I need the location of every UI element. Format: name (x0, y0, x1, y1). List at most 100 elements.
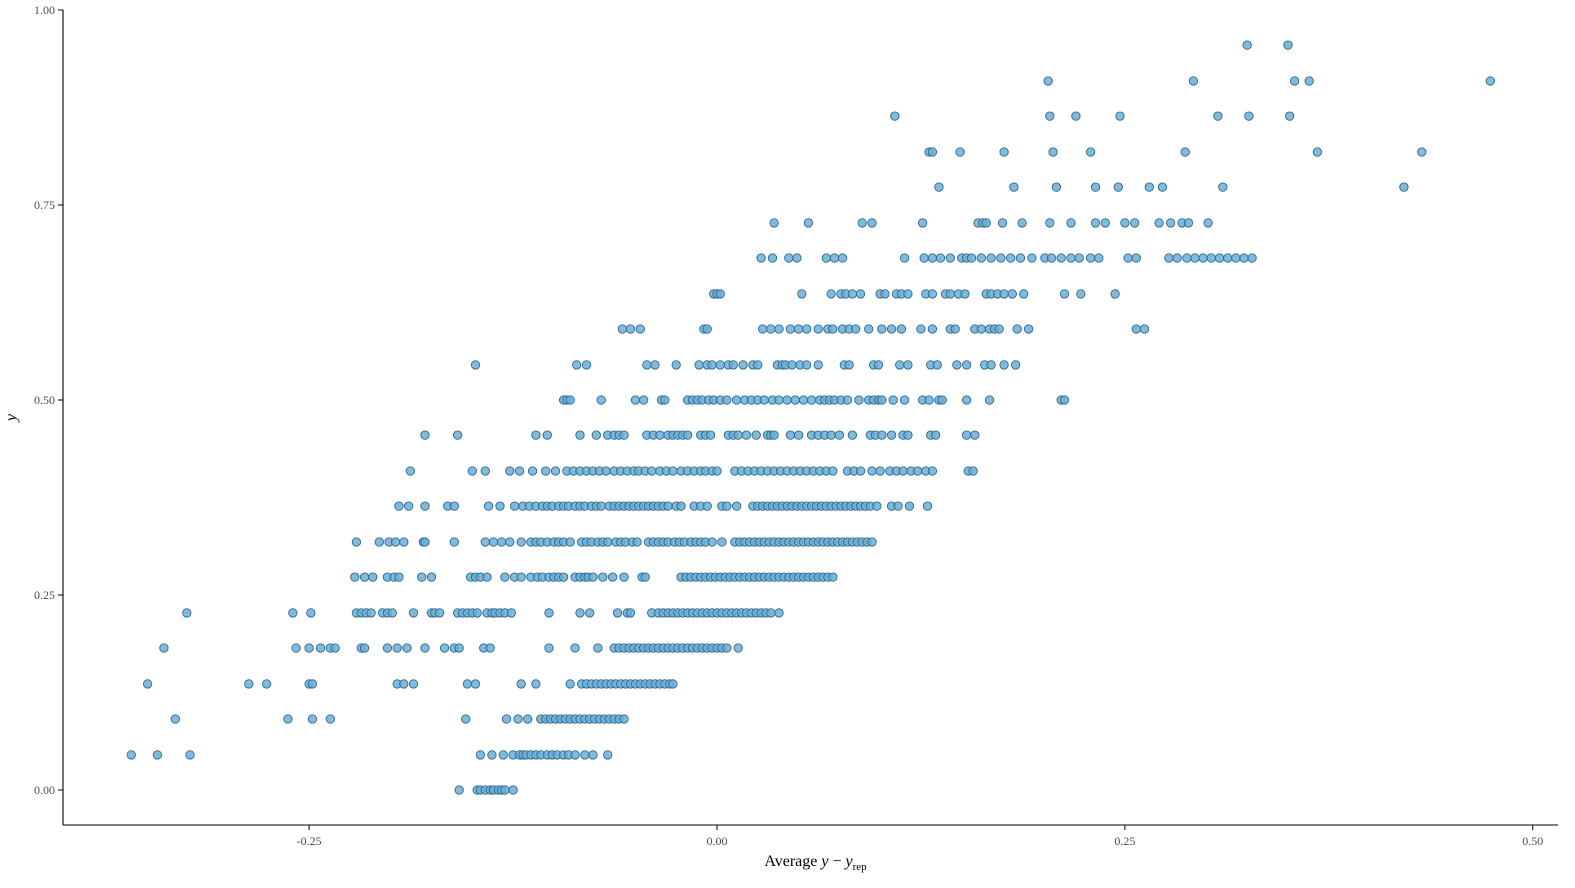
scatter-point (638, 395, 649, 405)
scatter-point (516, 572, 526, 582)
points-layer (126, 40, 1495, 795)
scatter-point (420, 643, 430, 653)
scatter-point (927, 324, 938, 334)
scatter-point (1046, 253, 1057, 263)
scatter-point (986, 360, 996, 370)
scatter-point (955, 147, 965, 157)
scatter-point (1164, 253, 1174, 263)
scatter-point (842, 395, 853, 405)
x-axis-title-var2: y (843, 853, 853, 870)
scatter-point (913, 466, 923, 476)
scatter-point (927, 289, 938, 299)
scatter-point (485, 643, 495, 653)
scatter-point (707, 537, 717, 547)
scatter-point (784, 253, 794, 263)
scatter-point (596, 501, 606, 511)
scatter-point (1110, 289, 1120, 299)
scatter-point (408, 679, 419, 689)
scatter-point (798, 395, 809, 405)
scatter-point (575, 430, 585, 440)
scatter-point (470, 679, 481, 689)
scatter-point (581, 360, 592, 370)
scatter-point (1048, 147, 1058, 157)
scatter-point (895, 360, 905, 370)
scatter-point (1027, 253, 1037, 263)
scatter-point (1190, 253, 1200, 263)
scatter-point (984, 395, 995, 405)
x-axis-title: Average y − yrep (764, 853, 867, 873)
scatter-point (877, 430, 887, 440)
scatter-point (325, 714, 335, 724)
scatter-point (575, 608, 585, 618)
scatter-point (793, 430, 804, 440)
scatter-point (510, 501, 520, 511)
scatter-point (976, 253, 986, 263)
scatter-point (945, 253, 955, 263)
scatter-point (899, 253, 910, 263)
scatter-point (751, 430, 761, 440)
scatter-point (1417, 147, 1427, 157)
scatter-point (797, 289, 807, 299)
scatter-point (449, 537, 459, 547)
scatter-point (1019, 289, 1029, 299)
scatter-point (1045, 111, 1055, 121)
scatter-point (702, 501, 712, 511)
scatter-point (952, 360, 962, 370)
scatter-point (787, 360, 797, 370)
scatter-point (585, 608, 595, 618)
scatter-point (1090, 218, 1101, 228)
scatter-point (1188, 76, 1199, 86)
scatter-point (619, 430, 629, 440)
scatter-point (603, 537, 613, 547)
scatter-point (482, 572, 492, 582)
scatter-point (630, 395, 641, 405)
scatter-point (426, 572, 437, 582)
scatter-point (508, 785, 518, 795)
scatter-point (1066, 218, 1076, 228)
scatter-point (541, 466, 551, 476)
scatter-point (826, 289, 836, 299)
scatter-point (837, 253, 848, 263)
scatter-point (855, 289, 866, 299)
scatter-point (903, 360, 913, 370)
scatter-point (570, 643, 580, 653)
scatter-point (934, 182, 944, 192)
scatter-point (472, 608, 482, 618)
scatter-point (854, 395, 864, 405)
scatter-point (544, 608, 554, 618)
scatter-point (733, 643, 743, 653)
scatter-point (1012, 324, 1022, 334)
scatter-point (399, 679, 409, 689)
scatter-point (1115, 111, 1125, 121)
scatter-point (408, 608, 419, 618)
scatter-point (945, 289, 955, 299)
scatter-point (960, 289, 970, 299)
scatter-point (803, 218, 814, 228)
scatter-point (1139, 324, 1150, 334)
scatter-point (722, 395, 732, 405)
scatter-point (922, 501, 933, 511)
scatter-point (1182, 253, 1192, 263)
scatter-point (612, 608, 623, 618)
scatter-point (351, 537, 362, 547)
scatter-point (828, 572, 838, 582)
scatter-point (785, 324, 796, 334)
scatter-point (394, 501, 404, 511)
scatter-point (420, 537, 430, 547)
scatter-point (997, 218, 1008, 228)
scatter-point (930, 430, 941, 440)
scatter-point (782, 395, 792, 405)
scatter-point (359, 572, 370, 582)
scatter-point (1144, 182, 1154, 192)
scatter-point (1165, 218, 1176, 228)
scatter-point (1203, 218, 1213, 228)
scatter-point (712, 466, 722, 476)
scatter-point (806, 395, 817, 405)
scatter-point (1244, 111, 1254, 121)
scatter-point (1074, 253, 1084, 263)
scatter-point (607, 572, 618, 582)
scatter-point (769, 430, 779, 440)
scatter-point (728, 360, 738, 370)
scatter-point (927, 147, 938, 157)
